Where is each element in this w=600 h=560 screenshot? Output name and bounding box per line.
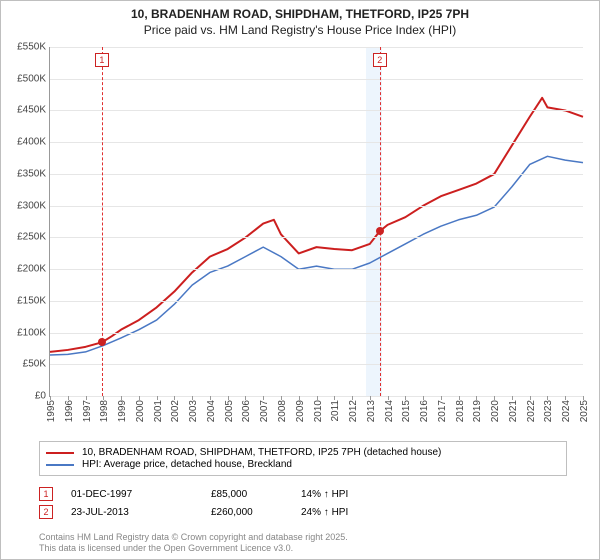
x-axis-label: 2007 — [259, 400, 270, 422]
table-row: 2 23-JUL-2013 £260,000 24% ↑ HPI — [39, 503, 567, 521]
y-axis-label: £550K — [17, 42, 46, 53]
x-axis-label: 2021 — [508, 400, 519, 422]
y-axis-label: £200K — [17, 264, 46, 275]
footer-line: This data is licensed under the Open Gov… — [39, 543, 591, 555]
y-axis-label: £50K — [23, 359, 46, 370]
x-axis-label: 2010 — [313, 400, 324, 422]
y-axis-label: £450K — [17, 105, 46, 116]
x-axis-label: 2022 — [526, 400, 537, 422]
x-axis-label: 2015 — [401, 400, 412, 422]
x-axis-label: 2003 — [188, 400, 199, 422]
footer-line: Contains HM Land Registry data © Crown c… — [39, 532, 591, 544]
transactions-table: 1 01-DEC-1997 £85,000 14% ↑ HPI 2 23-JUL… — [39, 485, 567, 521]
title-block: 10, BRADENHAM ROAD, SHIPDHAM, THETFORD, … — [1, 1, 599, 39]
gridline — [50, 110, 583, 111]
x-axis-label: 2002 — [170, 400, 181, 422]
y-axis-label: £100K — [17, 327, 46, 338]
x-axis-label: 2013 — [366, 400, 377, 422]
marker-badge: 1 — [95, 53, 109, 67]
x-axis-label: 1998 — [99, 400, 110, 422]
plot-area: £0£50K£100K£150K£200K£250K£300K£350K£400… — [49, 47, 583, 397]
gridline — [50, 269, 583, 270]
y-axis-label: £0 — [35, 391, 46, 402]
x-axis-label: 2020 — [490, 400, 501, 422]
address-title: 10, BRADENHAM ROAD, SHIPDHAM, THETFORD, … — [9, 7, 591, 21]
gridline — [50, 47, 583, 48]
row-badge: 1 — [39, 487, 53, 501]
gridline — [50, 301, 583, 302]
gridline — [50, 333, 583, 334]
x-axis-label: 2025 — [579, 400, 590, 422]
x-axis-label: 2023 — [543, 400, 554, 422]
legend: 10, BRADENHAM ROAD, SHIPDHAM, THETFORD, … — [39, 441, 567, 476]
marker-dot — [376, 227, 384, 235]
row-date: 01-DEC-1997 — [71, 489, 211, 500]
x-axis-label: 2009 — [295, 400, 306, 422]
x-axis-label: 2019 — [472, 400, 483, 422]
y-axis-label: £350K — [17, 168, 46, 179]
row-delta: 14% ↑ HPI — [301, 489, 421, 500]
y-axis-label: £400K — [17, 137, 46, 148]
x-axis-label: 2005 — [224, 400, 235, 422]
marker-badge: 2 — [373, 53, 387, 67]
x-axis-label: 1999 — [117, 400, 128, 422]
y-axis-label: £150K — [17, 295, 46, 306]
gridline — [50, 237, 583, 238]
marker-line — [380, 47, 381, 396]
x-axis-label: 2004 — [206, 400, 217, 422]
x-axis-label: 2012 — [348, 400, 359, 422]
gridline — [50, 79, 583, 80]
gridline — [50, 364, 583, 365]
legend-swatch — [46, 452, 74, 454]
x-axis-label: 1995 — [46, 400, 57, 422]
line-layer — [50, 47, 583, 396]
x-axis-label: 1996 — [64, 400, 75, 422]
x-axis-label: 2017 — [437, 400, 448, 422]
x-axis-label: 2000 — [135, 400, 146, 422]
y-axis-label: £250K — [17, 232, 46, 243]
marker-dot — [98, 338, 106, 346]
x-axis-label: 2016 — [419, 400, 430, 422]
y-axis-label: £300K — [17, 200, 46, 211]
legend-item: HPI: Average price, detached house, Brec… — [46, 459, 560, 470]
legend-item: 10, BRADENHAM ROAD, SHIPDHAM, THETFORD, … — [46, 447, 560, 458]
chart-area: £0£50K£100K£150K£200K£250K£300K£350K£400… — [49, 47, 583, 397]
y-axis-label: £500K — [17, 73, 46, 84]
chart-container: 10, BRADENHAM ROAD, SHIPDHAM, THETFORD, … — [0, 0, 600, 560]
x-axis-label: 2018 — [455, 400, 466, 422]
table-row: 1 01-DEC-1997 £85,000 14% ↑ HPI — [39, 485, 567, 503]
x-axis-label: 2024 — [561, 400, 572, 422]
footer: Contains HM Land Registry data © Crown c… — [39, 532, 591, 555]
x-axis-label: 2008 — [277, 400, 288, 422]
gridline — [50, 142, 583, 143]
legend-label: HPI: Average price, detached house, Brec… — [82, 459, 292, 470]
x-axis-label: 2011 — [330, 400, 341, 422]
row-date: 23-JUL-2013 — [71, 507, 211, 518]
gridline — [50, 206, 583, 207]
legend-swatch — [46, 464, 74, 466]
series-line-price_paid — [50, 98, 583, 352]
legend-label: 10, BRADENHAM ROAD, SHIPDHAM, THETFORD, … — [82, 447, 441, 458]
row-price: £85,000 — [211, 489, 301, 500]
row-delta: 24% ↑ HPI — [301, 507, 421, 518]
x-axis-label: 2014 — [384, 400, 395, 422]
gridline — [50, 174, 583, 175]
x-axis-label: 2001 — [153, 400, 164, 422]
row-price: £260,000 — [211, 507, 301, 518]
subtitle: Price paid vs. HM Land Registry's House … — [9, 23, 591, 37]
x-axis-label: 2006 — [241, 400, 252, 422]
x-axis-label: 1997 — [82, 400, 93, 422]
row-badge: 2 — [39, 505, 53, 519]
